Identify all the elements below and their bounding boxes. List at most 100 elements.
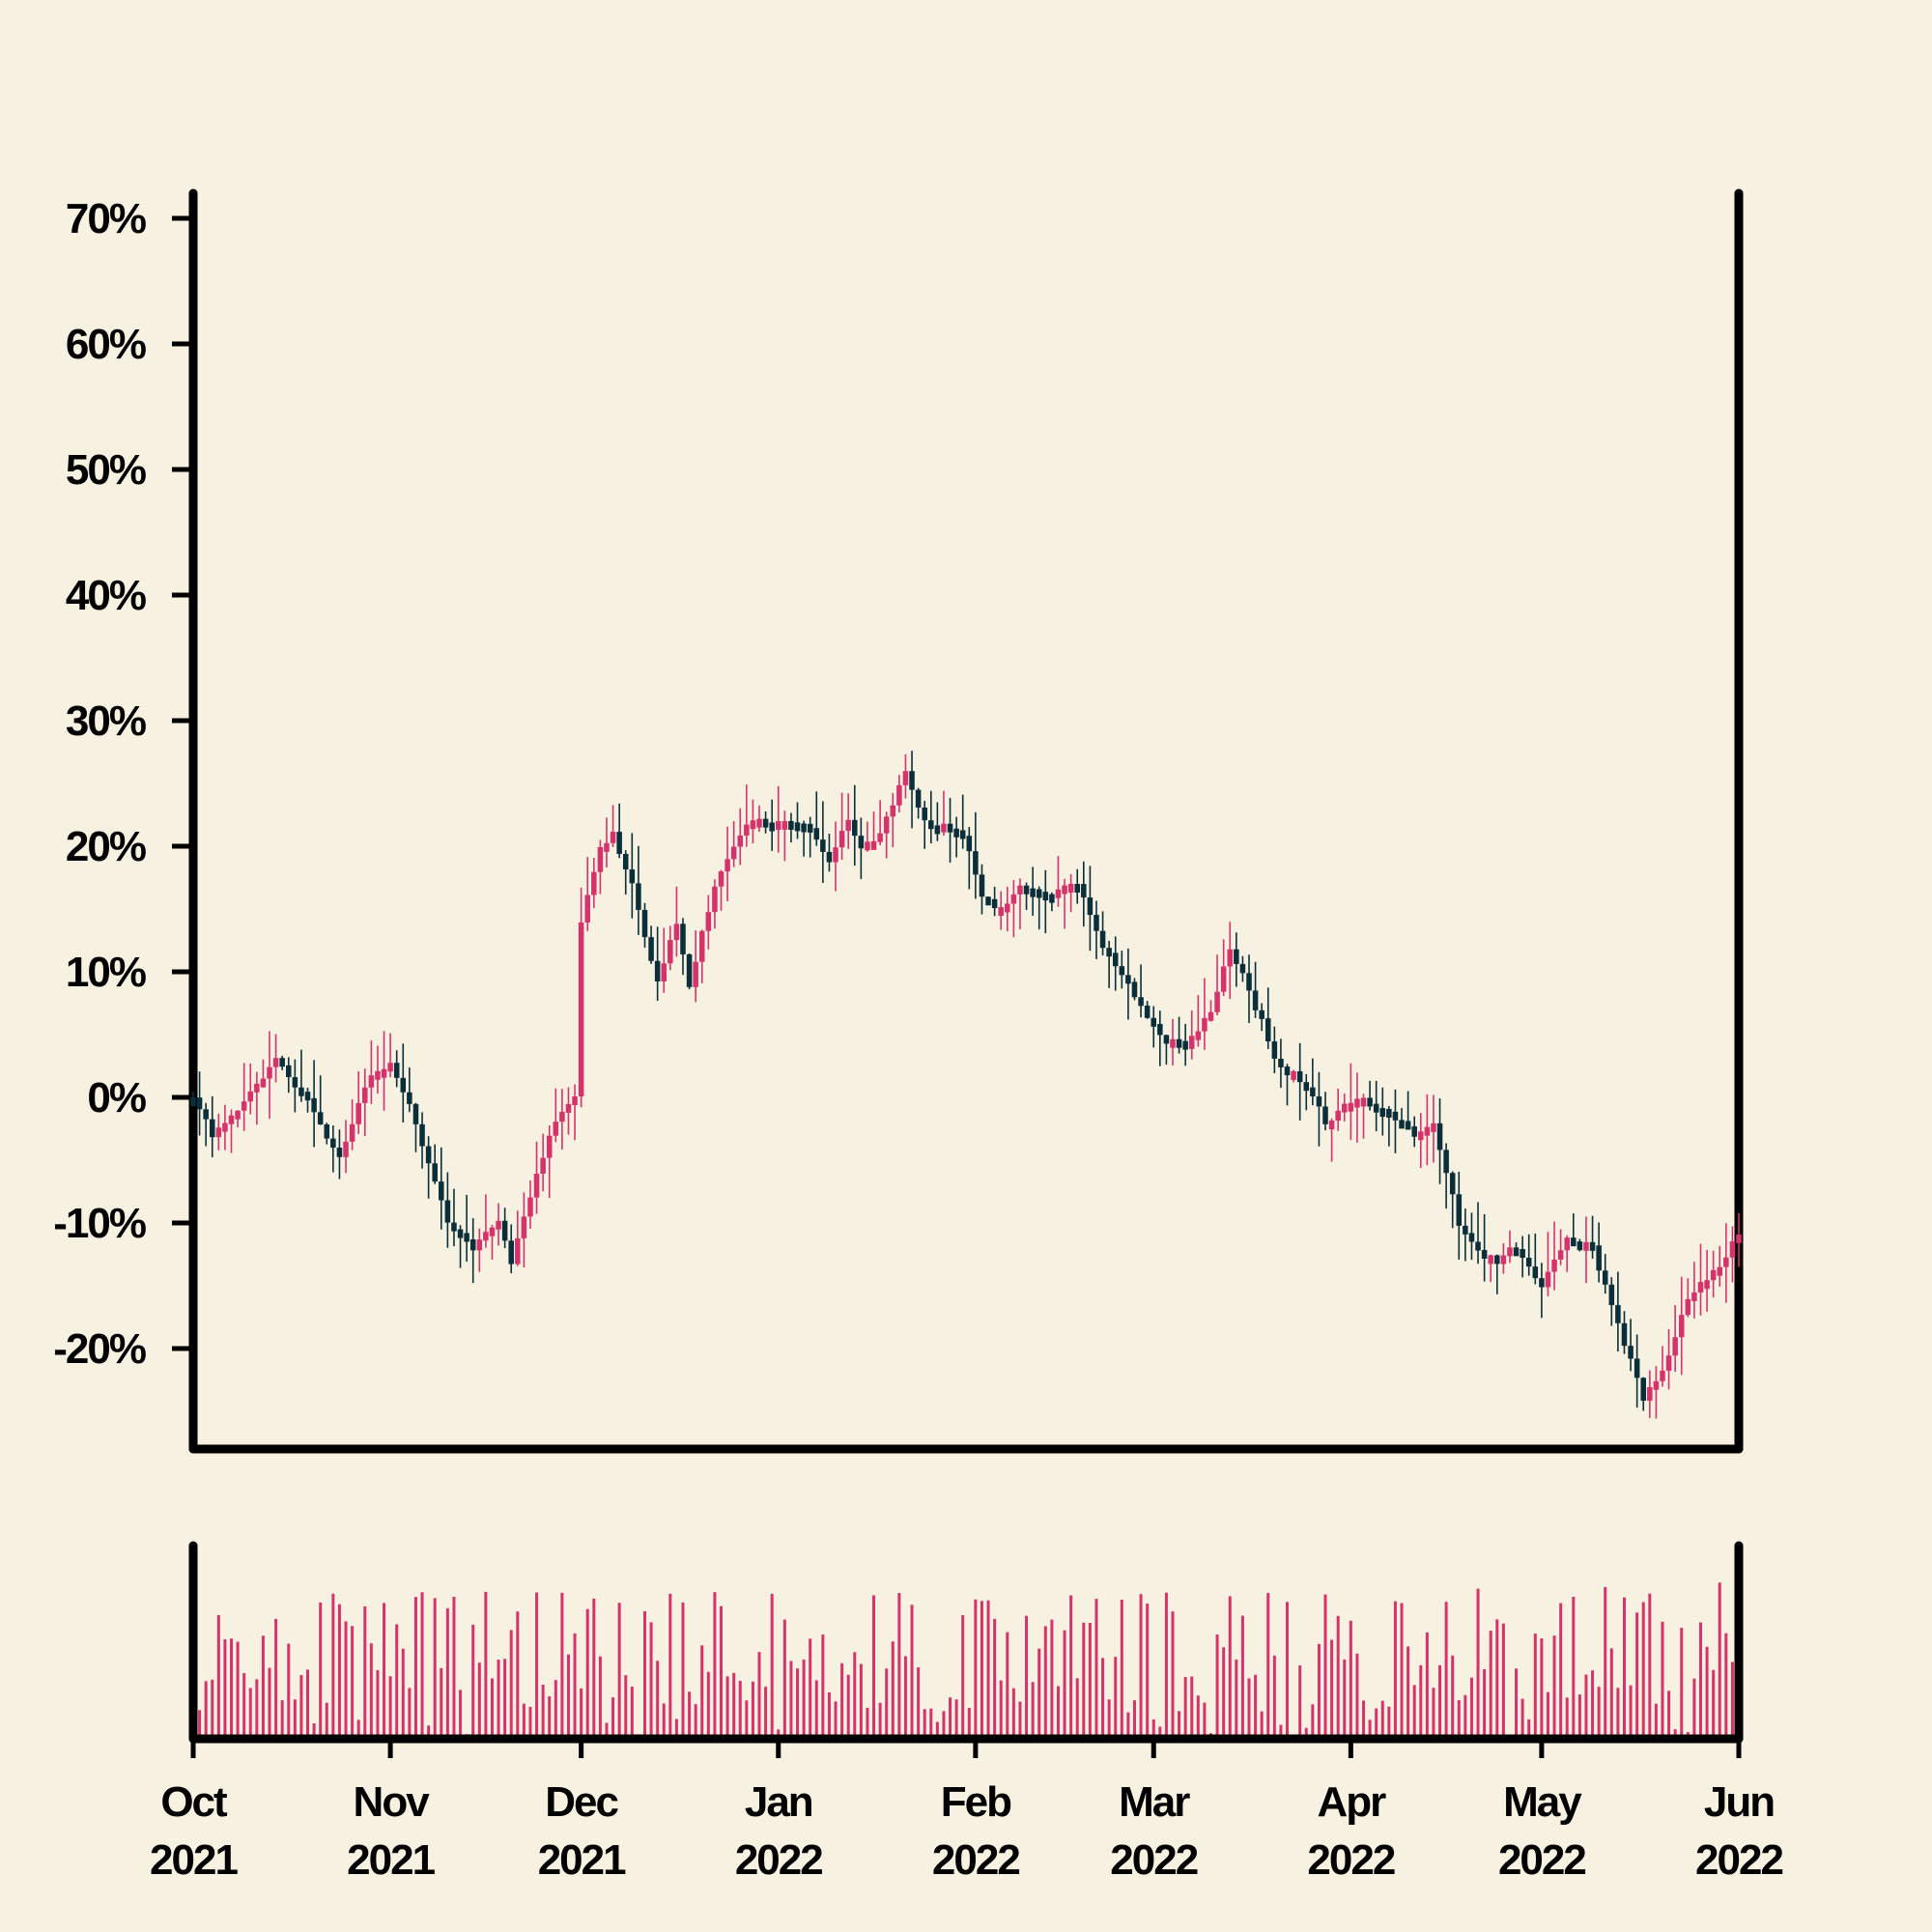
volume-bar — [859, 1663, 863, 1739]
candle-body — [1239, 963, 1246, 974]
volume-bar — [897, 1593, 901, 1739]
candle-body — [1310, 1087, 1316, 1097]
volume-bar — [1101, 1658, 1105, 1739]
candle-body — [591, 871, 597, 895]
candle-body — [464, 1233, 469, 1242]
candle-body — [387, 1063, 393, 1072]
candle-body — [1227, 949, 1234, 967]
candle-body — [1252, 990, 1259, 1010]
volume-bar — [1094, 1599, 1098, 1739]
volume-bar — [522, 1703, 526, 1739]
x-tick-year-label: 2022 — [1307, 1836, 1394, 1884]
candle-body — [1494, 1255, 1500, 1264]
candle-body — [1208, 1011, 1214, 1021]
volume-bar — [1724, 1633, 1728, 1739]
x-tick-month-label: May — [1503, 1778, 1582, 1826]
volume-bar — [821, 1634, 825, 1739]
volume-bar — [236, 1641, 240, 1739]
candle-body — [947, 823, 953, 833]
volume-bar — [967, 1707, 971, 1739]
candle-body — [215, 1127, 222, 1138]
candle-body — [209, 1119, 215, 1138]
candle-body — [381, 1068, 387, 1078]
candle-body — [788, 820, 794, 830]
candle-body — [565, 1103, 572, 1113]
volume-bar — [1412, 1685, 1416, 1739]
candle-body — [1697, 1282, 1704, 1293]
candle-body — [1322, 1106, 1328, 1124]
volume-bar — [1546, 1691, 1549, 1739]
y-tick-label: 0% — [87, 1074, 145, 1122]
volume-bar — [1304, 1727, 1308, 1739]
volume-bar — [885, 1668, 889, 1739]
volume-bar — [1444, 1602, 1448, 1739]
candle-body — [190, 1097, 196, 1106]
volume-bar — [929, 1708, 933, 1739]
volume-bar — [1222, 1647, 1226, 1739]
candle-body — [439, 1181, 444, 1201]
volume-bar — [1457, 1700, 1461, 1739]
volume-bar — [949, 1697, 952, 1739]
candle-body — [820, 839, 826, 852]
candle-body — [260, 1078, 267, 1088]
volume-bar — [1146, 1604, 1150, 1739]
volume-bar — [293, 1699, 297, 1739]
candle-body — [254, 1083, 260, 1093]
volume-bar — [802, 1659, 806, 1739]
candle-body — [1067, 884, 1074, 894]
volume-series — [191, 1582, 1741, 1739]
candle-body — [705, 912, 712, 931]
candle-body — [737, 835, 744, 847]
candle-body — [279, 1058, 285, 1067]
candle-body — [1195, 1031, 1202, 1040]
volume-bar — [1673, 1729, 1677, 1739]
candle-body — [1583, 1241, 1589, 1251]
volume-bar — [872, 1595, 876, 1739]
candle-body — [1042, 892, 1049, 901]
candle-body — [673, 923, 680, 941]
volume-bar — [751, 1681, 754, 1739]
volume-bar — [840, 1662, 844, 1739]
candle-body — [1202, 1017, 1208, 1032]
candle-body — [883, 816, 890, 834]
volume-bar — [1011, 1688, 1015, 1739]
volume-bar — [630, 1686, 634, 1739]
candle-body — [1036, 889, 1042, 898]
volume-panel-frame — [188, 1541, 1744, 1744]
candle-body — [1354, 1098, 1360, 1108]
volume-bar — [427, 1725, 431, 1739]
candle-body — [636, 883, 641, 910]
volume-bar — [1463, 1694, 1467, 1739]
volume-bar — [1018, 1701, 1022, 1739]
candle-body — [826, 851, 833, 863]
volume-bar — [1336, 1615, 1340, 1739]
candle-body — [533, 1174, 540, 1198]
candle-body — [1456, 1194, 1463, 1226]
volume-bar — [1680, 1628, 1684, 1739]
volume-bar — [1126, 1712, 1130, 1739]
candle-body — [235, 1110, 241, 1120]
volume-bar — [1082, 1622, 1086, 1739]
volume-bar — [1438, 1664, 1442, 1739]
volume-bar — [993, 1618, 997, 1739]
volume-bar — [420, 1592, 424, 1739]
x-tick-year-label: 2022 — [1498, 1836, 1585, 1884]
candle-body — [1615, 1305, 1621, 1323]
candle-body — [559, 1111, 565, 1122]
candle-body — [1144, 1005, 1151, 1018]
volume-bar — [535, 1592, 539, 1739]
candle-body — [1621, 1322, 1628, 1347]
volume-bar — [477, 1662, 481, 1739]
candle-body — [718, 871, 724, 887]
candle-body — [1023, 885, 1030, 895]
x-tick-month-label: Apr — [1317, 1778, 1386, 1826]
candle-body — [1342, 1103, 1348, 1113]
volume-bar — [242, 1673, 246, 1739]
candle-body — [1532, 1266, 1539, 1279]
volume-bar — [1025, 1615, 1029, 1739]
candle-body — [724, 859, 730, 872]
volume-bar — [910, 1605, 914, 1739]
candle-body — [616, 832, 622, 854]
volume-bar — [1597, 1687, 1601, 1739]
